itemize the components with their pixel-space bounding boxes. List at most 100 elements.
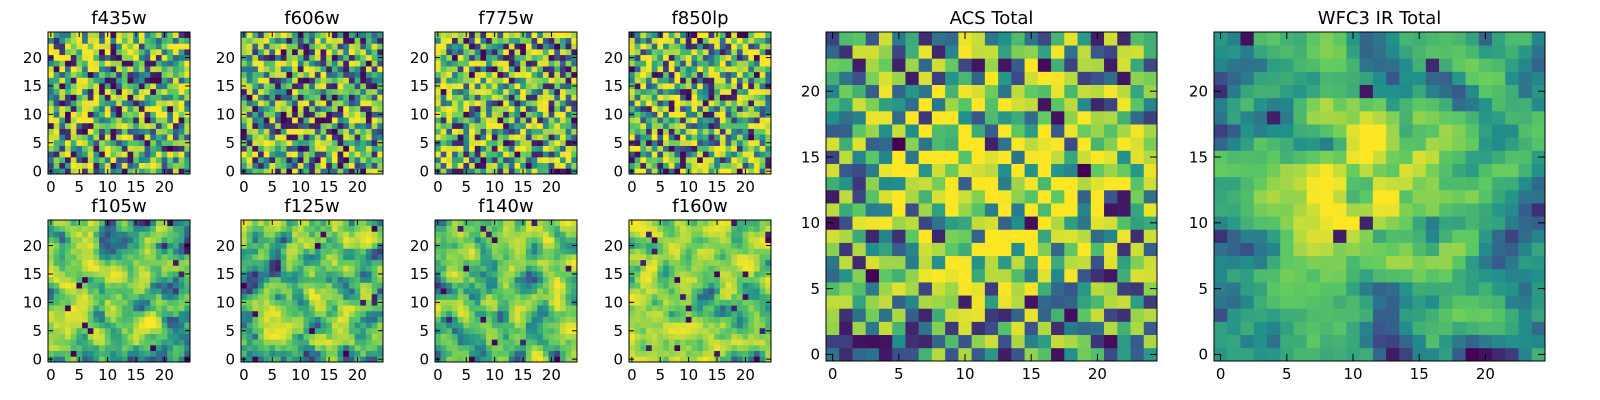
heatmap-cell xyxy=(280,66,287,73)
heatmap-cell xyxy=(87,49,94,56)
heatmap-cell xyxy=(309,162,316,169)
heatmap-cell xyxy=(246,288,253,295)
heatmap-cell xyxy=(719,344,726,351)
heatmap-cell xyxy=(184,220,191,227)
heatmap-cell xyxy=(280,32,287,39)
heatmap-cell xyxy=(269,231,276,238)
heatmap-cell xyxy=(668,356,675,363)
heatmap-cell xyxy=(440,54,447,61)
heatmap-cell xyxy=(110,66,117,73)
heatmap-cell xyxy=(674,111,681,118)
heatmap-cell xyxy=(565,139,572,146)
heatmap-cell xyxy=(348,322,355,329)
heatmap-cell xyxy=(457,265,464,272)
heatmap-cell xyxy=(127,88,134,95)
heatmap-cell xyxy=(503,54,510,61)
heatmap-cell xyxy=(155,139,162,146)
heatmap-cell xyxy=(457,299,464,306)
heatmap-cell xyxy=(252,43,259,50)
heatmap-cell xyxy=(634,88,641,95)
heatmap-cell xyxy=(503,60,510,67)
heatmap-cell xyxy=(314,339,321,346)
heatmap-cell xyxy=(59,117,66,124)
heatmap-cell xyxy=(542,316,549,323)
heatmap-cell xyxy=(303,162,310,169)
heatmap-cell xyxy=(668,49,675,56)
heatmap-cell xyxy=(99,54,106,61)
heatmap-cell xyxy=(354,333,361,340)
heatmap-cell xyxy=(748,77,755,84)
heatmap-cell xyxy=(759,60,766,67)
heatmap-cell xyxy=(155,168,162,175)
heatmap-cell xyxy=(531,43,538,50)
heatmap-cell xyxy=(748,145,755,152)
heatmap-cell xyxy=(309,248,316,255)
heatmap-cell xyxy=(497,111,504,118)
heatmap-cell xyxy=(87,237,94,244)
heatmap-cell xyxy=(497,49,504,56)
heatmap-cell xyxy=(326,60,333,67)
heatmap-cell xyxy=(59,83,66,90)
heatmap-cell xyxy=(525,60,532,67)
heatmap-cell xyxy=(70,276,77,283)
heatmap-cell xyxy=(331,83,338,90)
axes-frame xyxy=(628,31,772,175)
heatmap-cell xyxy=(161,293,168,300)
heatmap-cell xyxy=(469,111,476,118)
heatmap-cell xyxy=(82,66,89,73)
heatmap-cell xyxy=(725,88,732,95)
heatmap-cell xyxy=(286,327,293,334)
heatmap-cell xyxy=(668,54,675,61)
heatmap-cell xyxy=(680,322,687,329)
heatmap-cell xyxy=(657,122,664,129)
heatmap-cells xyxy=(435,220,578,363)
heatmap-cell xyxy=(497,134,504,141)
heatmap-cell xyxy=(70,105,77,112)
y-tick-label: 5 xyxy=(419,134,429,152)
heatmap-cell xyxy=(469,327,476,334)
heatmap-cell xyxy=(508,162,515,169)
heatmap-cell xyxy=(719,282,726,289)
heatmap-cell xyxy=(565,32,572,39)
heatmap-cell xyxy=(116,350,123,357)
heatmap-cell xyxy=(634,299,641,306)
heatmap-cell xyxy=(474,276,481,283)
heatmap-cell xyxy=(178,122,185,129)
heatmap-cell xyxy=(70,60,77,67)
heatmap-cell xyxy=(286,305,293,312)
heatmap-cell xyxy=(542,327,549,334)
heatmap-cell xyxy=(469,117,476,124)
heatmap-cell xyxy=(360,49,367,56)
heatmap-cell xyxy=(685,66,692,73)
heatmap-cell xyxy=(503,350,510,357)
heatmap-cell xyxy=(280,162,287,169)
heatmap-cell xyxy=(435,237,442,244)
heatmap-cell xyxy=(748,139,755,146)
heatmap-cell xyxy=(440,43,447,50)
heatmap-cell xyxy=(354,134,361,141)
heatmap-cell xyxy=(269,339,276,346)
heatmap-cell xyxy=(343,288,350,295)
heatmap-cell xyxy=(286,94,293,101)
heatmap-cell xyxy=(463,60,470,67)
heatmap-cell xyxy=(127,265,134,272)
heatmap-cell xyxy=(331,259,338,266)
heatmap-cell xyxy=(269,145,276,152)
heatmap-cell xyxy=(314,265,321,272)
heatmap-cell xyxy=(702,145,709,152)
heatmap-cell xyxy=(742,322,749,329)
heatmap-cell xyxy=(167,134,174,141)
heatmap-cell xyxy=(651,77,658,84)
heatmap-cell xyxy=(116,322,123,329)
heatmap-cells xyxy=(48,32,191,175)
heatmap-cell xyxy=(697,60,704,67)
heatmap-cell xyxy=(320,156,327,163)
heatmap-cell xyxy=(646,322,653,329)
heatmap-cell xyxy=(326,49,333,56)
heatmap-cell xyxy=(491,254,498,261)
heatmap-cell xyxy=(714,316,721,323)
heatmap-cell xyxy=(309,168,316,175)
heatmap-cell xyxy=(59,88,66,95)
heatmap-cell xyxy=(491,237,498,244)
heatmap-cell xyxy=(565,356,572,363)
